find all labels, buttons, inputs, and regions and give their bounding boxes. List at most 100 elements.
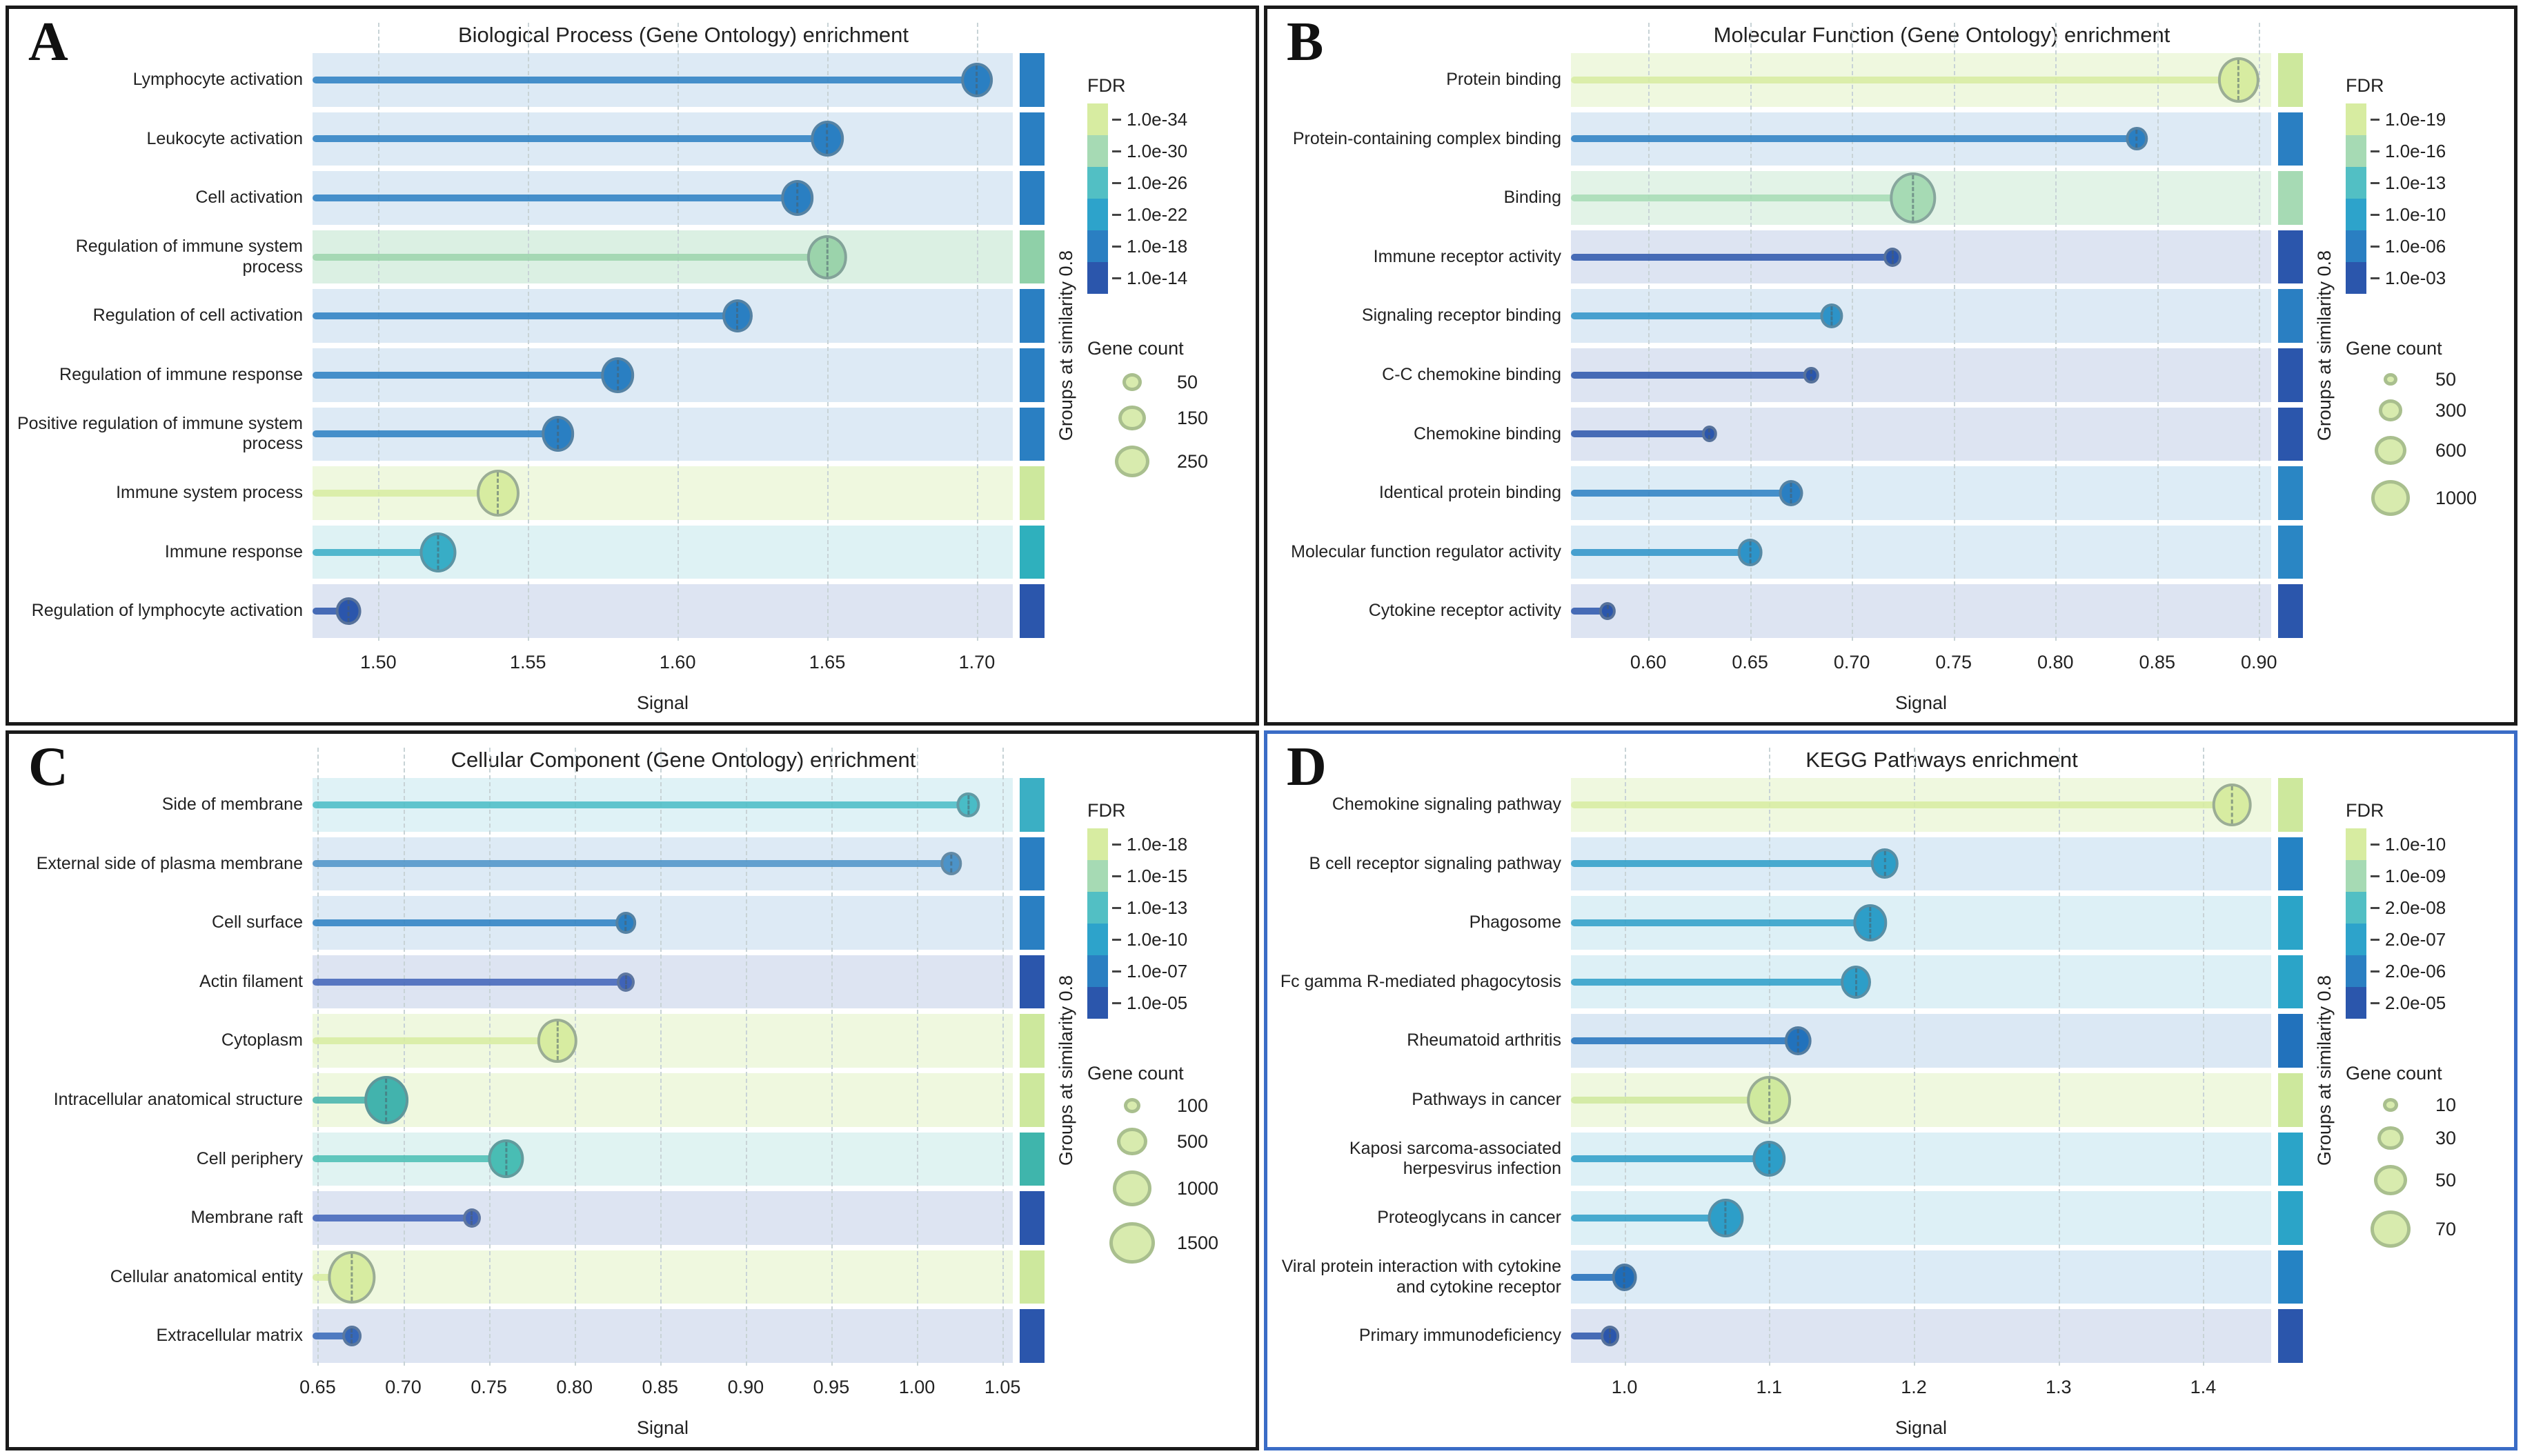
panel-title: Molecular Function (Gene Ontology) enric… [1713,23,2170,47]
lollipop-stem [313,253,828,261]
bubble-gridline-dash [1869,907,1872,939]
x-tick-label: 0.65 [299,1377,336,1397]
bubble-gridline-dash [1830,306,1833,326]
bubble-gridline-dash [624,915,627,931]
fdr-legend: FDR 1.0e-18 1.0e-15 1.0e-13 1.0e-10 1.0e-07 1.… [1087,800,1247,1019]
gene-count-legend-title: Gene count [1087,1063,1184,1084]
legend-column: FDR 1.0e-34 1.0e-30 1.0e-26 1.0e-22 1.0e-18 1.… [1087,50,1247,715]
gene-count-item: 50 [2346,366,2506,392]
groups-axis-spacer [2303,1366,2346,1440]
bubble-gridline-dash [347,600,350,623]
gene-count-legend-title: Gene count [2346,338,2442,359]
bubble-gridline-dash [1768,1144,1770,1175]
group-segment [2278,1014,2303,1068]
bubble-gridline-dash [976,65,978,94]
fdr-color-step [1087,892,1108,924]
lollipop-stem [1571,1037,1799,1045]
gene-count-item: 70 [2346,1203,2506,1255]
panel-body: Protein binding Protein-containing comple… [1274,23,2506,715]
fdr-color-step [1087,167,1108,199]
data-bubble [1820,303,1843,329]
groups-axis-zone: Groups at similarity 0.8 [1045,775,1087,1366]
fdr-tick-label: 2.0e-06 [2371,961,2446,982]
y-axis-label: C-C chemokine binding [1382,365,1561,385]
gridline [1002,748,1005,1366]
bubble-gridline-dash [1768,1078,1770,1121]
bubble-gridline-dash [1810,369,1812,381]
gridline [574,748,576,1366]
lollipop-stem [313,919,626,926]
y-axis-label: Immune response [164,541,303,561]
data-bubble [601,357,635,393]
lollipop-stem [1571,801,2233,808]
lollipop-stem [1571,608,1608,615]
gene-count-label: 1000 [2435,487,2477,508]
groups-axis-spacer [1045,1366,1087,1440]
gridline [677,23,680,641]
y-axis-label: Molecular function regulator activity [1291,541,1561,561]
gene-count-item: 150 [1087,398,1247,438]
x-axis-title: Signal [1894,692,1948,713]
groups-colorbar-rows [2278,50,2303,641]
groups-colorbar [2278,775,2303,1440]
fdr-tick-mark [2371,119,2379,121]
gene-count-item: 10 [2346,1091,2506,1119]
group-segment [2278,584,2303,638]
lollipop-stem [1571,312,1832,320]
fdr-tick-mark [1112,970,1121,973]
x-axis: 0.60 0.65 0.70 0.75 0.80 0.85 0.90 Signal [1571,641,2277,715]
data-bubble [1708,1199,1743,1237]
fdr-tick-text: 1.0e-19 [2385,109,2446,130]
x-tick-label: 1.2 [1901,1377,1927,1397]
fdr-color-step [2346,167,2366,199]
x-tick-label: 0.90 [727,1377,764,1397]
bubble-gridline-dash [616,359,619,390]
lollipop-stem [1571,860,1886,868]
data-bubble [615,912,636,934]
groups-colorbar-rows [1020,50,1045,641]
gene-count-circle [2379,399,2402,421]
bubble-gridline-dash [2237,59,2240,100]
data-bubble [1747,1075,1792,1124]
groups-colorbar-spacer [2278,1366,2303,1440]
gene-count-circle [2384,372,2397,386]
fdr-tick-mark [1112,182,1121,184]
panel-letter: B [1287,12,1324,72]
fdr-color-step [1087,103,1108,135]
group-segment [1020,1191,1045,1245]
fdr-colorbar-ramp [2346,828,2366,1019]
fdr-tick-text: 1.0e-26 [1127,172,1188,193]
data-bubble [364,1075,408,1124]
groups-axis: Groups at similarity 0.8 [2303,50,2346,715]
gene-count-circle [1113,1170,1151,1206]
y-axis-label: Fc gamma R-mediated phagocytosis [1280,971,1561,991]
groups-axis-inner: Groups at similarity 0.8 [2303,775,2346,1366]
y-axis-labels: Lymphocyte activation Leukocyte activatio… [16,50,313,715]
gridline [1852,23,1854,641]
fdr-tick-mark [1112,1002,1121,1004]
fdr-tick-text: 1.0e-09 [2385,866,2446,886]
lollipop-stem [313,490,498,497]
y-axis-label: B cell receptor signaling pathway [1309,853,1561,873]
data-bubble [617,972,635,992]
data-bubble [940,852,962,876]
gridline [917,748,919,1366]
groups-axis-zone: Groups at similarity 0.8 [1045,50,1087,641]
data-bubble [722,299,753,333]
x-tick-label: 0.80 [2037,652,2074,672]
lollipop-stem [1571,1333,1610,1340]
x-tick-label: 0.60 [1630,652,1667,672]
bubble-gridline-dash [504,1142,507,1176]
group-segment [2278,289,2303,343]
fdr-tick-text: 1.0e-05 [1127,993,1188,1013]
fdr-color-step [2346,199,2366,230]
lollipop-stem [313,978,626,986]
lollipop-stem [313,1215,472,1221]
gene-count-label: 250 [1177,450,1209,472]
row-band [1571,1309,2271,1363]
y-axis-label: Protein binding [1446,70,1561,90]
plot-area: 1.0 1.1 1.2 1.3 1.4 Signal [1571,748,2271,1440]
data-bubble [2126,127,2148,151]
fdr-tick-label: 2.0e-08 [2371,897,2446,919]
plot-canvas [1571,748,2271,1366]
